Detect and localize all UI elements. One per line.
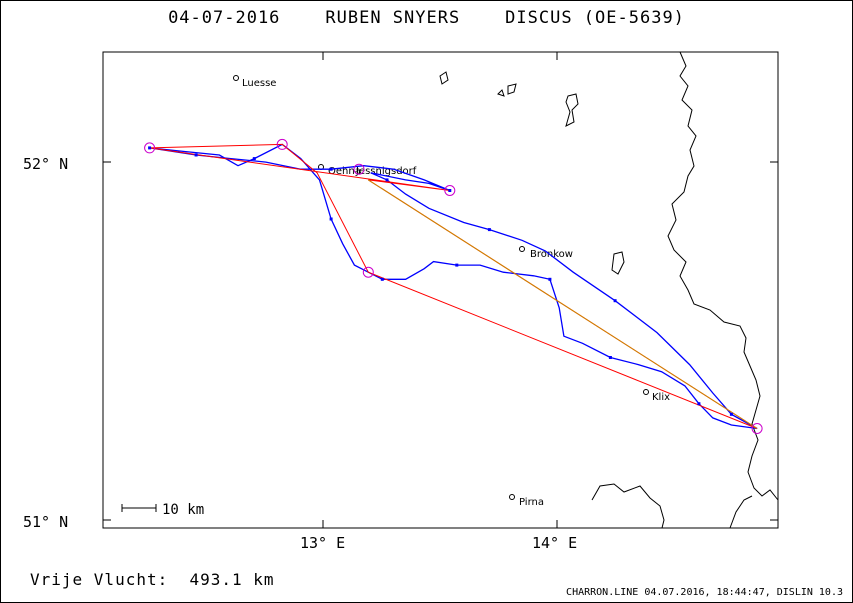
distance-value: 493.1 km	[189, 570, 275, 589]
geographic-features	[439, 51, 779, 529]
axis-ticks	[103, 52, 778, 528]
border-south-east	[729, 495, 753, 529]
track-fix-marker	[252, 157, 256, 161]
lon-label-14: 14° E	[532, 534, 577, 552]
lat-label-52: 52° N	[23, 155, 68, 173]
turnpoint-marker-5	[362, 266, 374, 278]
place-label-luesse: Luesse	[242, 78, 276, 89]
scale-bar-label: 10 km	[162, 502, 204, 518]
track-fix-marker	[487, 228, 491, 232]
title-pilot: RUBEN SNYERS	[325, 8, 461, 28]
scale-bar: 10 km	[121, 502, 204, 518]
lake-1	[565, 93, 579, 127]
place-marker-bronkow	[519, 246, 525, 252]
title-date: 04-07-2016	[168, 8, 281, 28]
lake-3	[439, 71, 449, 85]
turnpoint-marker-1	[144, 142, 156, 154]
place-label-bronkow: Bronkow	[530, 249, 573, 260]
flight-layer	[144, 138, 763, 434]
track-fix-marker	[148, 146, 152, 150]
place-label-oehna: Oehna	[328, 166, 361, 177]
title-glider: DISCUS (OE-5639)	[505, 8, 685, 28]
track-fix-marker	[194, 153, 198, 157]
turnpoint-marker-4	[353, 163, 365, 175]
distance-label: Vrije Vlucht:	[30, 570, 169, 589]
border-line	[667, 51, 779, 501]
lat-label-51: 51° N	[23, 513, 68, 531]
lake-4	[507, 83, 517, 95]
place-label-klix: Klix	[652, 392, 670, 403]
border-south	[591, 483, 665, 529]
longest-leg	[368, 179, 758, 429]
track-fix-marker	[697, 402, 701, 406]
place-label-pirna: Pirna	[519, 497, 544, 508]
task-route	[149, 143, 758, 429]
track-fix-marker	[448, 189, 452, 192]
track-fix-marker	[613, 299, 617, 303]
flight-track	[149, 143, 758, 430]
track-fix-marker	[380, 277, 384, 281]
lake-5	[497, 89, 505, 97]
turnpoint-marker-2	[276, 138, 288, 150]
track-fix-marker	[548, 277, 552, 281]
track-fix-marker	[329, 167, 333, 171]
track-fix-marker	[329, 217, 333, 221]
track-fix-marker	[385, 178, 389, 182]
track-fix-marker	[729, 412, 733, 416]
footer-info: CHARRON.LINE 04.07.2016, 18:44:47, DISLI…	[566, 587, 843, 598]
place-marker-pirna	[509, 494, 515, 500]
track-fix-marker	[608, 356, 612, 359]
map-title: 04-07-2016 RUBEN SNYERS DISCUS (OE-5639)	[0, 8, 853, 28]
track-fix-marker	[455, 263, 459, 267]
place-label-jessnigsdorf: Jessnigsdorf	[355, 166, 417, 177]
distance-readout: Vrije Vlucht: 493.1 km	[30, 570, 275, 589]
lake-2	[611, 251, 625, 275]
lon-label-13: 13° E	[300, 534, 345, 552]
turnpoint-marker-6	[751, 423, 763, 434]
turnpoint-marker-3	[444, 185, 456, 196]
place-markers: Luesse Oehna Jessnigsdorf Bronkow Klix P…	[233, 75, 670, 508]
place-marker-klix	[643, 389, 649, 395]
place-marker-luesse	[233, 75, 239, 81]
map-frame	[102, 51, 779, 529]
